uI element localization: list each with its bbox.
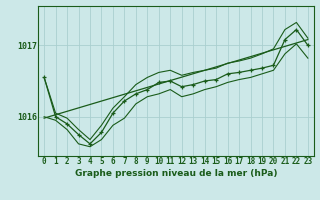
X-axis label: Graphe pression niveau de la mer (hPa): Graphe pression niveau de la mer (hPa) bbox=[75, 169, 277, 178]
